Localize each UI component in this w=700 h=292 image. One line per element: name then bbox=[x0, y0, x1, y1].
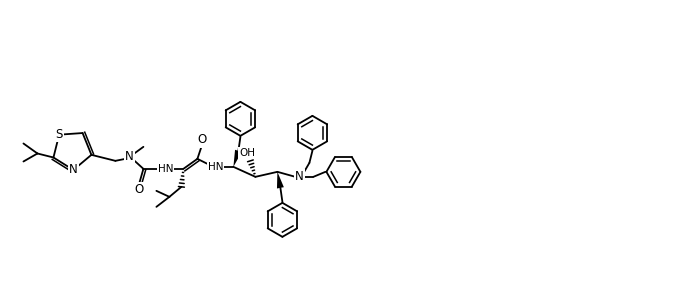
Text: N: N bbox=[295, 170, 304, 183]
Text: HN: HN bbox=[158, 164, 173, 174]
Text: N: N bbox=[125, 150, 134, 163]
Polygon shape bbox=[277, 172, 284, 188]
Text: OH: OH bbox=[239, 148, 255, 158]
Text: O: O bbox=[135, 183, 144, 196]
Text: O: O bbox=[198, 133, 207, 146]
Polygon shape bbox=[233, 150, 242, 167]
Text: N: N bbox=[69, 164, 78, 176]
Text: HN: HN bbox=[208, 162, 223, 172]
Text: S: S bbox=[55, 128, 63, 141]
